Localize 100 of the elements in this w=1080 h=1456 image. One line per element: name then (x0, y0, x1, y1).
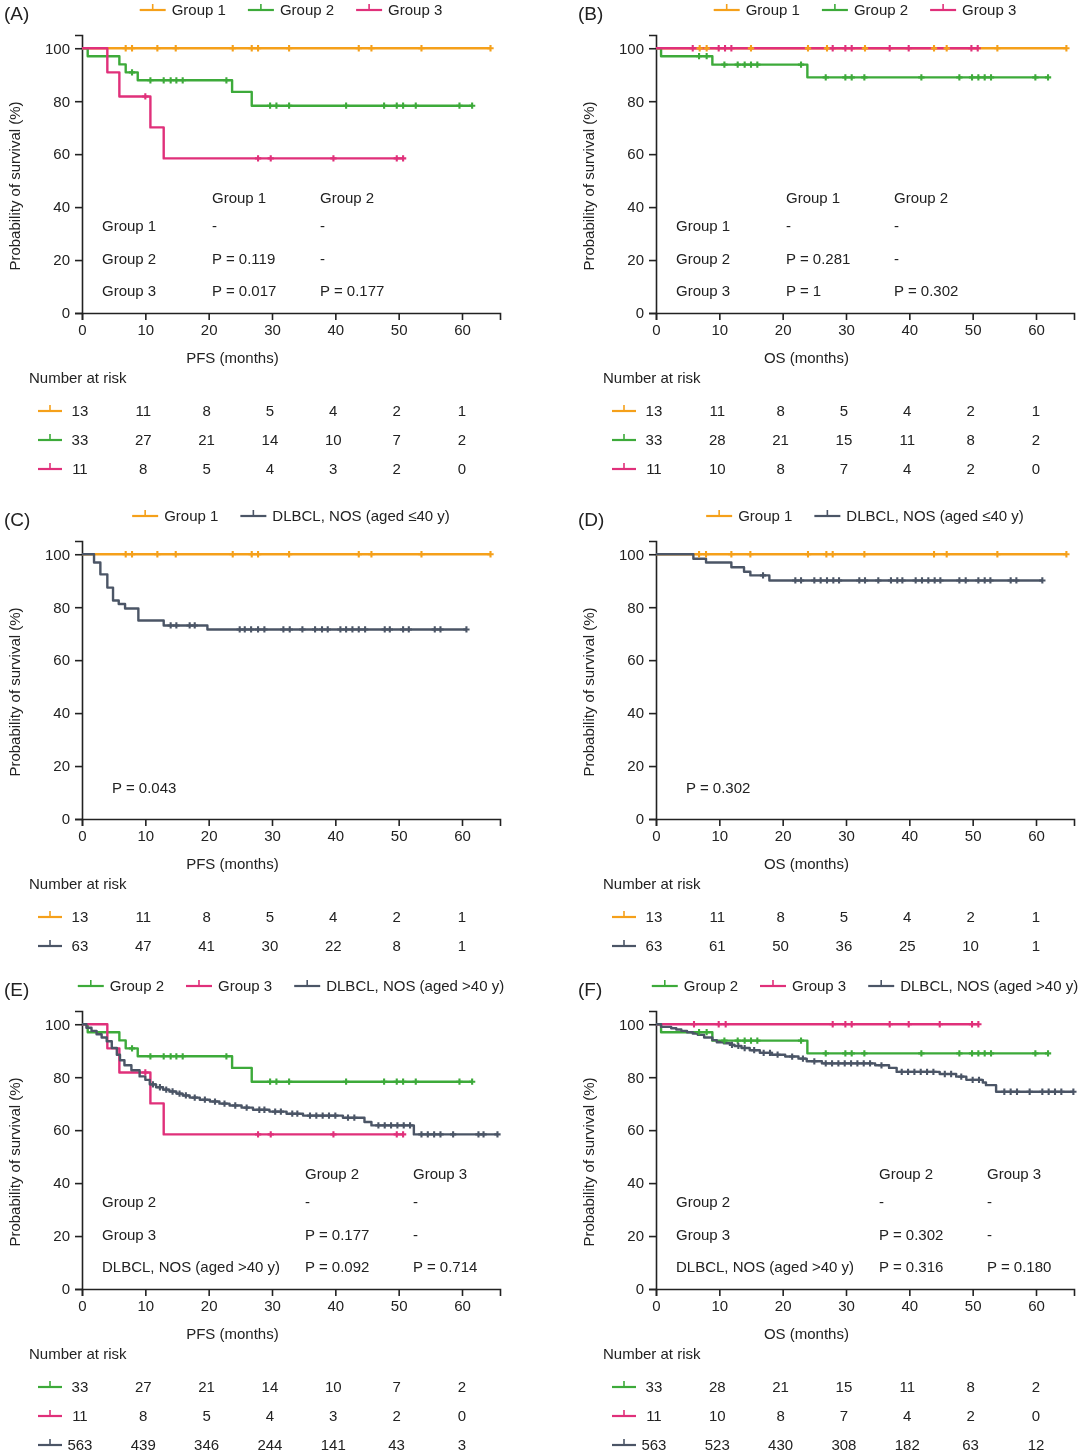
y-tick-label: 100 (44, 1015, 70, 1033)
point (703, 1029, 710, 1036)
annotation: Group 2 (102, 249, 157, 267)
x-tick-label: 60 (454, 1296, 471, 1314)
point (332, 1112, 339, 1119)
y-tick-label: 40 (53, 198, 70, 216)
point (721, 61, 728, 68)
point (741, 1037, 748, 1044)
point (229, 45, 236, 52)
point (690, 1021, 698, 1028)
point (128, 45, 136, 52)
point (797, 1037, 805, 1044)
point (311, 626, 319, 633)
y-tick-label: 20 (627, 757, 644, 775)
point (747, 551, 754, 558)
point (886, 1021, 893, 1028)
y-tick-label: 80 (627, 1068, 644, 1086)
x-tick-label: 30 (838, 826, 855, 844)
point (163, 1086, 170, 1093)
text: 63 47 41 30 22 8 1 (71, 937, 467, 954)
point (969, 1076, 976, 1083)
legend-label: Group 1 (171, 1, 226, 18)
y-tick-label: 80 (627, 598, 644, 616)
point (695, 53, 703, 60)
y-tick-label: 60 (53, 1121, 70, 1139)
x-tick-label: 30 (838, 1296, 855, 1314)
point (261, 626, 268, 633)
chart-title: (C) (4, 509, 31, 530)
y-tick-label: 40 (53, 1174, 70, 1192)
x-axis-title: OS (months) (763, 1325, 849, 1342)
text: 13 11 8 5 4 2 1 (71, 402, 467, 419)
annotation: Group 2 (894, 189, 949, 206)
x-tick-label: 60 (454, 826, 471, 844)
point (254, 155, 262, 162)
annotation: P = 0.316 (879, 1258, 944, 1275)
point (918, 1050, 925, 1057)
y-tick-label: 0 (61, 1280, 70, 1298)
point (337, 626, 344, 633)
point (393, 102, 400, 109)
point (399, 1078, 407, 1085)
annotation: - (786, 217, 791, 234)
annotation: P = 0.092 (305, 1258, 370, 1275)
annotation: Group 3 (676, 282, 731, 299)
point (842, 45, 849, 52)
annotation: P = 0.119 (212, 249, 276, 267)
x-tick-label: 10 (137, 826, 155, 844)
y-tick-label: 40 (627, 1174, 644, 1192)
legend-label: DLBCL, NOS (aged >40 y) (326, 977, 505, 994)
annotation: Group 3 (413, 1165, 468, 1182)
point (1039, 577, 1046, 584)
point (823, 577, 831, 584)
legend-label: DLBCL, NOS (aged ≤40 y) (846, 507, 1024, 524)
point (747, 61, 755, 68)
text: 33 28 21 15 11 8 2 (645, 431, 1041, 448)
point (160, 1053, 167, 1060)
point (342, 1078, 350, 1085)
point (386, 626, 393, 633)
point (835, 1060, 842, 1067)
point (154, 45, 161, 52)
point (912, 577, 919, 584)
point (861, 577, 869, 584)
annotation: P = 0.302 (894, 282, 959, 299)
point (232, 1102, 239, 1109)
point (375, 1122, 382, 1129)
point (823, 45, 831, 52)
point (267, 1131, 274, 1138)
x-tick-label: 30 (264, 826, 281, 844)
annotation: - (305, 1193, 311, 1210)
x-axis-title: OS (months) (763, 349, 849, 366)
point (842, 74, 849, 81)
x-tick-label: 0 (78, 1296, 87, 1314)
point (994, 551, 1001, 558)
point (968, 74, 976, 81)
point (349, 626, 356, 633)
point (822, 1050, 829, 1057)
point (930, 45, 938, 52)
x-tick-label: 30 (264, 320, 281, 338)
y-tick-label: 100 (618, 39, 644, 57)
point (994, 45, 1001, 52)
point (1058, 1088, 1065, 1095)
point (173, 77, 180, 84)
annotation: - (894, 249, 899, 267)
annotation: Group 2 (102, 1193, 157, 1210)
point (911, 1068, 918, 1076)
text: Number at risk (603, 875, 702, 892)
text: 11 10 8 7 4 2 0 (646, 460, 1041, 477)
point (1032, 74, 1039, 81)
y-tick-label: 60 (627, 145, 644, 163)
point (313, 1112, 320, 1119)
legend-label: Group 1 (745, 1, 800, 18)
point (747, 1037, 755, 1044)
point (223, 1053, 230, 1060)
legend-label: Group 3 (791, 977, 847, 994)
y-tick-label: 40 (627, 704, 644, 722)
point (1032, 1050, 1039, 1057)
point (266, 102, 274, 109)
text: Number at risk (29, 369, 128, 386)
point (774, 1051, 781, 1058)
point (266, 1078, 274, 1085)
point (905, 1021, 912, 1028)
